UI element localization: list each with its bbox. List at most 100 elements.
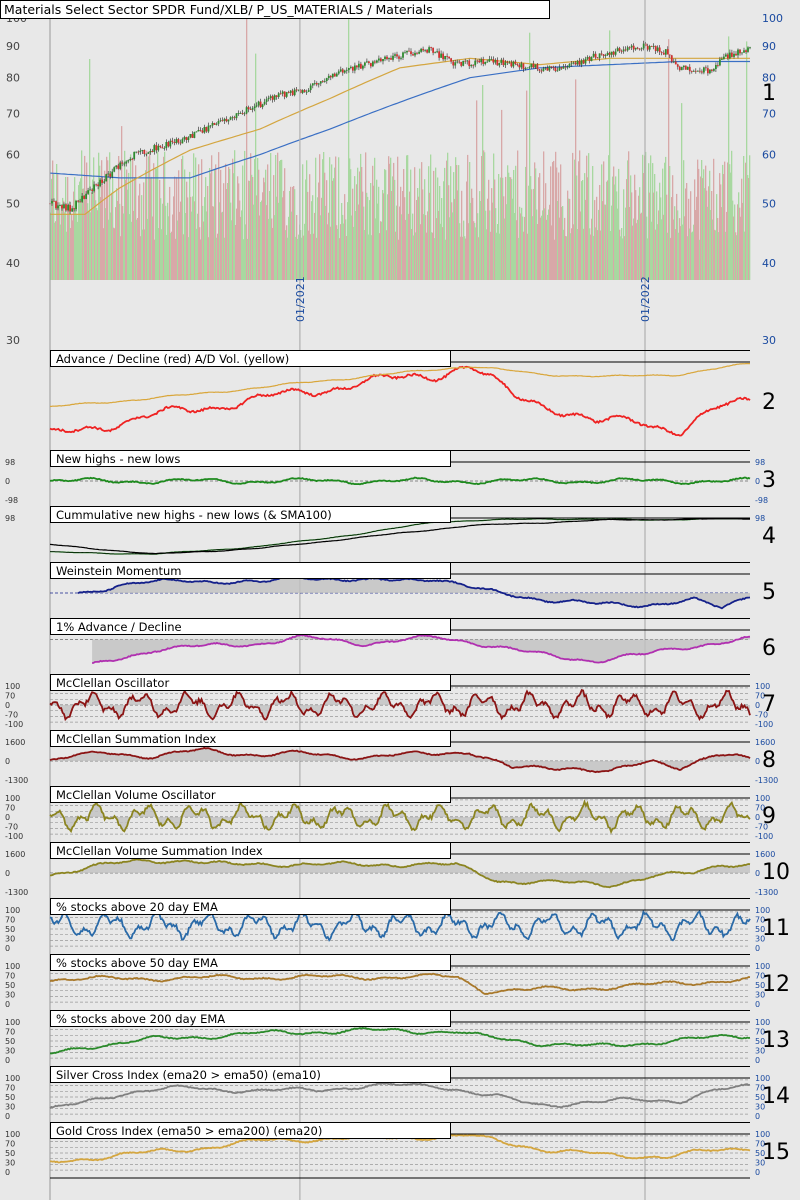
candle-body — [514, 61, 517, 64]
volume-bar — [397, 156, 399, 280]
volume-bar — [200, 239, 202, 280]
panel-title-box — [50, 674, 451, 691]
volume-bar — [323, 152, 325, 280]
candle-body — [729, 52, 731, 59]
volume-bar — [645, 151, 647, 280]
volume-bar — [699, 239, 701, 280]
candle-body — [287, 92, 290, 93]
candle-body — [456, 61, 459, 63]
volume-bar — [635, 190, 637, 280]
volume-bar — [313, 233, 315, 280]
volume-bar — [203, 221, 205, 280]
volume-bar — [356, 184, 358, 280]
candle-body — [504, 62, 507, 66]
indicator-panel-8: 1600 1600 0 0 -1300 -1300 McClellan Summation … — [5, 730, 778, 785]
panel-tick-label-left: 30 — [5, 1047, 15, 1056]
panel-number: 8 — [762, 748, 776, 773]
series-line — [49, 746, 751, 774]
volume-bar — [274, 215, 276, 280]
volume-bar — [660, 197, 662, 280]
volume-bar — [53, 173, 55, 280]
volume-bar — [113, 227, 115, 280]
volume-bar — [86, 162, 88, 280]
volume-bar — [245, 224, 247, 280]
volume-bar — [717, 218, 719, 280]
candle-body — [703, 67, 705, 73]
volume-bar — [227, 183, 229, 280]
volume-bar — [305, 179, 307, 280]
panel-number: 15 — [762, 1140, 790, 1165]
volume-bar — [513, 170, 515, 280]
volume-bar — [295, 236, 297, 280]
volume-bar — [585, 199, 587, 280]
volume-bar — [264, 182, 266, 280]
volume-bar — [300, 230, 302, 280]
candle-body — [618, 48, 621, 51]
candles — [49, 40, 751, 215]
panel-number: 10 — [762, 860, 790, 885]
volume-bar — [348, 14, 350, 281]
volume-bar — [589, 228, 591, 280]
candle-body — [408, 50, 410, 52]
candle-body — [566, 66, 569, 68]
candle-body — [530, 63, 533, 67]
volume-bar — [339, 238, 341, 280]
candle-body — [464, 60, 467, 62]
volume-bar — [266, 205, 268, 280]
volume-bar — [587, 177, 589, 280]
candle-body — [113, 167, 116, 172]
series-line — [91, 633, 751, 664]
candle-body — [688, 66, 691, 72]
volume-bar — [670, 237, 672, 280]
volume-bar — [701, 160, 703, 280]
volume-bar — [284, 168, 286, 280]
volume-bar — [673, 219, 675, 280]
candle-body — [341, 69, 344, 73]
volume-bar — [164, 151, 166, 280]
candle-body — [662, 52, 665, 55]
candle-body — [610, 51, 613, 55]
candle-body — [388, 58, 390, 60]
volume-bar — [246, 14, 248, 280]
volume-bar — [657, 224, 659, 280]
volume-bar — [732, 200, 734, 280]
volume-bar — [498, 174, 500, 280]
candle-body — [472, 64, 475, 66]
volume-bar — [441, 198, 443, 280]
volume-bar — [649, 192, 651, 280]
volume-bar — [382, 190, 384, 280]
volume-bar — [180, 201, 182, 280]
candle-body — [422, 48, 424, 51]
volume-bar — [479, 191, 481, 280]
volume-bar — [709, 170, 711, 280]
volume-bar — [318, 182, 320, 280]
panel-number: 7 — [762, 692, 776, 717]
volume-bar — [632, 225, 634, 280]
candle-body — [163, 148, 166, 149]
volume-bar — [259, 215, 261, 280]
price-tick-label-right: 50 — [762, 197, 776, 210]
candle-body — [269, 96, 272, 98]
volume-bar — [711, 191, 713, 280]
volume-bar — [228, 166, 230, 280]
volume-bar — [560, 164, 562, 280]
volume-bar — [216, 237, 218, 280]
volume-bar — [124, 150, 126, 280]
panel-tick-label-left: 0 — [5, 1000, 10, 1009]
volume-bar — [616, 191, 618, 280]
panel-tick-label-left: 0 — [5, 757, 10, 766]
volume-bar — [591, 218, 593, 280]
volume-bar — [679, 218, 681, 280]
volume-bar — [275, 155, 277, 280]
volume-bar — [65, 177, 67, 280]
volume-bar — [543, 151, 545, 280]
volume-bar — [152, 216, 154, 280]
candle-body — [686, 66, 689, 70]
candle-body — [63, 204, 65, 209]
candle-body — [448, 56, 450, 59]
candle-body — [674, 61, 677, 65]
panel-title: 1% Advance / Decline — [56, 620, 182, 634]
volume-bar — [327, 224, 329, 280]
volume-bar — [185, 213, 187, 280]
volume-bar — [452, 212, 454, 280]
